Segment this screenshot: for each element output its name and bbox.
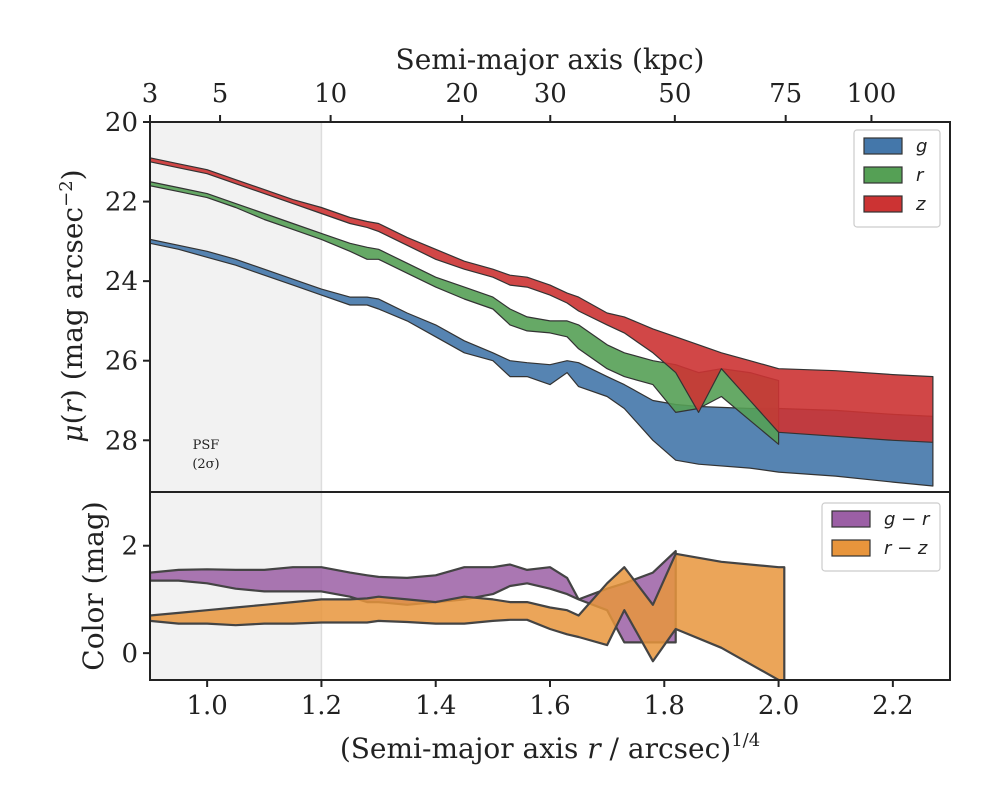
bottom-y-tick-label: 0 — [121, 639, 138, 669]
legend-swatch-r-minus-z — [831, 539, 871, 557]
bottom-x-tick-label: 1.8 — [644, 691, 685, 721]
top-y-tick-label: 22 — [105, 188, 138, 218]
kpc-tick-label: 10 — [314, 79, 347, 109]
top-kpc-axis: 3 5 10 20 30 50 75 100 — [142, 79, 897, 122]
bottom-x-tick-label: 1.0 — [186, 691, 227, 721]
band-g-minus-r — [150, 550, 677, 644]
top-y-tick-label: 26 — [105, 347, 138, 377]
kpc-tick-label: 20 — [446, 79, 479, 109]
top-y-axis: 20 22 24 26 28 — [105, 108, 150, 456]
kpc-tick-label: 50 — [658, 79, 691, 109]
bottom-x-tick-label: 1.2 — [301, 691, 342, 721]
legend-swatch-g — [863, 137, 903, 155]
bottom-x-tick-label: 2.2 — [872, 691, 913, 721]
legend-swatch-r — [863, 166, 903, 184]
bottom-legend: g − r r − z — [821, 502, 941, 572]
legend-label-r: r — [916, 165, 925, 186]
kpc-tick-label: 3 — [142, 79, 159, 109]
bottom-x-tick-label: 1.6 — [529, 691, 570, 721]
top-y-axis-label: μ(r) (mag arcsec−2) — [56, 169, 89, 442]
bottom-x-tick-label: 2.0 — [758, 691, 799, 721]
legend-swatch-g-minus-r — [831, 510, 871, 528]
top-y-tick-label: 28 — [105, 426, 138, 456]
band-r-minus-z — [150, 552, 786, 680]
bottom-x-axis: 1.0 1.2 1.4 1.6 1.8 2.0 2.2 — [186, 680, 914, 721]
band-r — [150, 181, 780, 445]
bottom-y-tick-label: 2 — [121, 532, 138, 562]
top-legend: grz — [853, 129, 941, 228]
bottom-panel-bands — [150, 550, 786, 680]
legend-swatch-z — [863, 195, 903, 213]
legend-label-r-minus-z: r − z — [884, 538, 928, 559]
kpc-tick-label: 100 — [847, 79, 897, 109]
legend-label-g-minus-r: g − r — [884, 509, 931, 530]
bottom-x-tick-label: 1.4 — [415, 691, 456, 721]
band-g — [150, 238, 934, 487]
kpc-tick-label: 30 — [534, 79, 567, 109]
top-axis-label: Semi-major axis (kpc) — [396, 43, 705, 76]
bottom-y-axis: 02 — [121, 532, 150, 669]
top-panel-bands — [150, 157, 934, 487]
bottom-y-axis-label: Color (mag) — [77, 501, 110, 670]
kpc-tick-label: 75 — [769, 79, 802, 109]
top-y-tick-label: 24 — [105, 267, 138, 297]
band-z — [150, 157, 934, 443]
top-y-tick-label: 20 — [105, 108, 138, 138]
legend-label-z: z — [915, 194, 926, 215]
kpc-tick-label: 5 — [212, 79, 229, 109]
bottom-x-axis-label: (Semi-major axis r / arcsec)1/4 — [340, 730, 760, 765]
psf-shade-top — [150, 122, 322, 492]
legend-label-g: g — [916, 136, 927, 157]
psf-annotation-line2: (2σ) — [192, 457, 219, 472]
psf-annotation-line1: PSF — [193, 438, 220, 453]
